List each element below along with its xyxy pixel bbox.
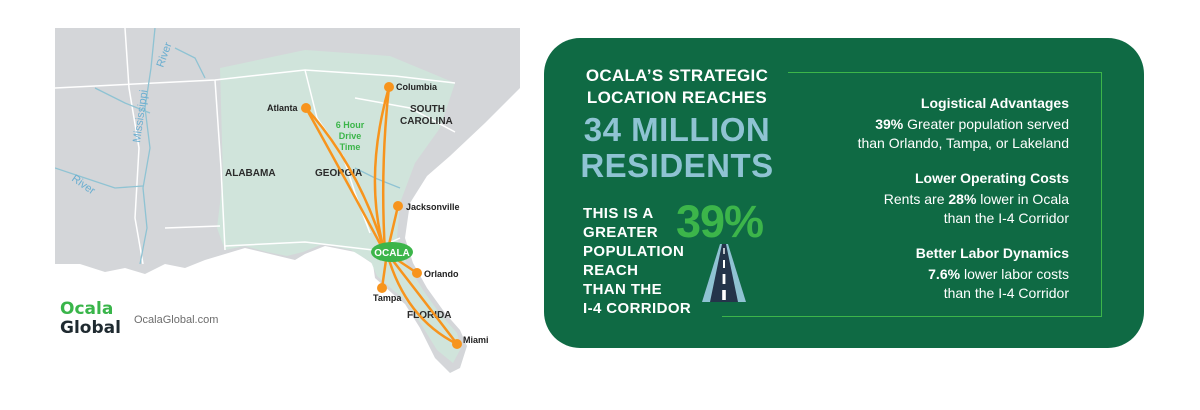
website-text: OcalaGlobal.com xyxy=(134,314,219,326)
southeast-map: Mississippi River River ALABAMA GEORGIA … xyxy=(55,28,520,400)
advantage-title: Logistical Advantages xyxy=(920,95,1069,111)
big-number-line1: 34 MILLION xyxy=(583,111,771,148)
drive-time-line2: Drive xyxy=(339,131,362,141)
advantage-detail: Rents are 28% lower in Ocala xyxy=(883,191,1069,207)
state-label-alabama: ALABAMA xyxy=(225,168,276,179)
advantage-detail: 7.6% lower labor costs xyxy=(928,266,1069,282)
advantage-operating-costs: Lower Operating Costs Rents are 28% lowe… xyxy=(884,170,1069,228)
reach-line: REACH xyxy=(583,262,639,279)
state-label-florida: FLORIDA xyxy=(407,310,451,321)
ocala-hub-marker xyxy=(371,242,413,262)
advantage-labor: Better Labor Dynamics 7.6% lower labor c… xyxy=(916,245,1069,303)
advantage-detail: than Orlando, Tampa, or Lakeland xyxy=(857,135,1069,151)
logo-line2: Global xyxy=(60,318,121,338)
advantage-title: Lower Operating Costs xyxy=(914,170,1069,186)
headline-line1: OCALA’S STRATEGIC xyxy=(585,66,769,85)
state-label-carolina: CAROLINA xyxy=(400,116,453,127)
advantage-detail: than the I-4 Corridor xyxy=(943,210,1069,226)
reach-line: THIS IS A xyxy=(583,205,654,222)
city-label-columbia: Columbia xyxy=(396,82,438,92)
advantage-logistical: Logistical Advantages 39% Greater popula… xyxy=(858,95,1069,153)
frame-line xyxy=(1101,72,1102,316)
headline-line2: LOCATION REACHES xyxy=(586,88,768,107)
frame-line xyxy=(788,72,1102,73)
big-number-line2: RESIDENTS xyxy=(580,147,774,184)
advantage-title: Better Labor Dynamics xyxy=(915,245,1069,261)
city-label-tampa: Tampa xyxy=(373,293,402,303)
reach-percent: 39% xyxy=(676,196,764,247)
state-label-georgia: GEORGIA xyxy=(315,168,362,179)
city-label-atlanta: Atlanta xyxy=(267,103,298,113)
city-label-miami: Miami xyxy=(463,335,489,345)
advantage-detail: 39% Greater population served xyxy=(875,116,1069,132)
state-label-south: SOUTH xyxy=(410,104,445,115)
advantage-detail: than the I-4 Corridor xyxy=(943,285,1069,301)
reach-line: POPULATION xyxy=(583,243,685,260)
reach-line: THAN THE xyxy=(583,281,663,298)
ocala-global-logo: Ocala Global xyxy=(60,300,121,338)
reach-line: I-4 CORRIDOR xyxy=(583,300,692,317)
city-label-jacksonville: Jacksonville xyxy=(406,202,460,212)
drive-time-line3: Time xyxy=(340,142,361,152)
logo-line1: Ocala xyxy=(60,299,114,319)
frame-line xyxy=(722,316,1102,317)
road-icon xyxy=(702,244,746,302)
ocala-hub-label: OCALA xyxy=(374,248,410,259)
drive-time-line1: 6 Hour xyxy=(336,120,365,130)
reach-line: GREATER xyxy=(583,224,659,241)
info-panel xyxy=(544,38,1144,348)
city-label-orlando: Orlando xyxy=(424,269,459,279)
